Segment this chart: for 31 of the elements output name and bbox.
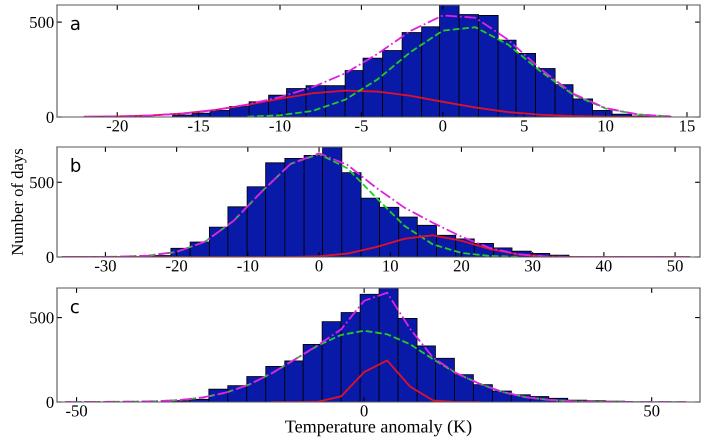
- x-tick-label: 40: [596, 260, 612, 272]
- annotation: c: [70, 303, 79, 314]
- x-tick-label: 10: [598, 120, 614, 132]
- y-axis-title: Number of days: [11, 148, 26, 256]
- y-tick-label: 500: [30, 16, 54, 28]
- x-tick-label: -20: [106, 120, 128, 132]
- x-tick-label: 30: [525, 260, 540, 272]
- x-tick-label: 0: [360, 405, 368, 417]
- x-tick-label: 50: [644, 405, 660, 417]
- x-tick-label: -10: [270, 120, 290, 132]
- x-tick-label: 15: [680, 120, 695, 132]
- x-tick-label: 5: [520, 120, 528, 132]
- y-tick-label: 0: [46, 396, 54, 408]
- y-tick-label: 500: [30, 176, 54, 188]
- x-tick-label: 20: [454, 260, 470, 272]
- x-tick-label: -5: [355, 120, 368, 132]
- x-tick-label: -50: [66, 405, 88, 417]
- x-tick-label: 0: [316, 260, 323, 272]
- x-tick-label: -20: [166, 260, 188, 272]
- annotation: b: [72, 158, 80, 172]
- x-tick-label: 10: [383, 260, 398, 272]
- y-tick-label: 500: [30, 312, 54, 324]
- x-axis-title: Temperature anomaly (K): [285, 420, 472, 436]
- x-tick-label: -15: [188, 120, 210, 132]
- x-tick-label: -30: [94, 260, 116, 272]
- annotation: a: [70, 20, 80, 30]
- x-tick-label: 50: [668, 260, 683, 272]
- x-tick-label: 0: [439, 120, 446, 132]
- y-tick-label: 0: [46, 252, 54, 263]
- x-tick-label: -10: [237, 260, 258, 272]
- y-tick-label: 0: [46, 112, 54, 123]
